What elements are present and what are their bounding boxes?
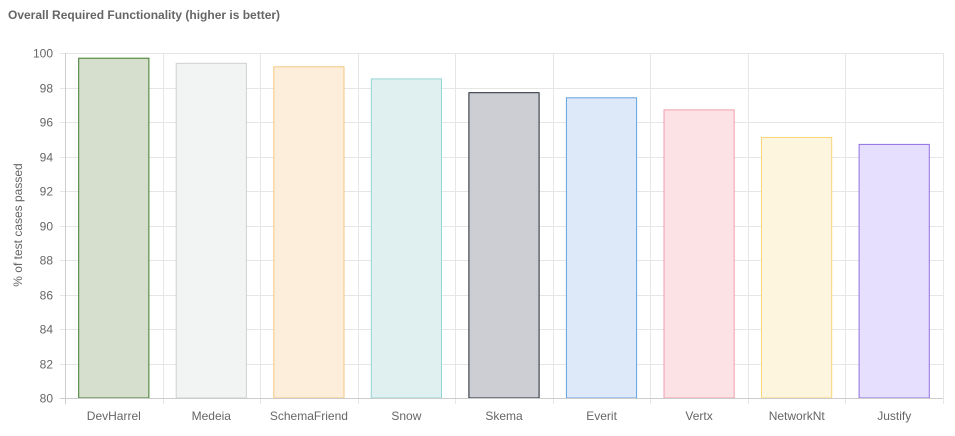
bar-justify: [858, 143, 930, 399]
x-tick-label: Medeia: [192, 409, 232, 423]
x-tick-label: Skema: [485, 409, 523, 423]
bar-snow: [370, 78, 442, 399]
y-tick-label: 84: [40, 323, 54, 337]
x-tick-label: Justify: [877, 409, 911, 423]
bar-devharrel: [78, 57, 150, 399]
y-tick-label: 90: [40, 220, 54, 234]
y-tick-label: 100: [33, 47, 53, 61]
x-tick-label: SchemaFriend: [270, 409, 348, 423]
y-tick-label: 94: [40, 151, 54, 165]
y-tick-label: 88: [40, 254, 54, 268]
bar-medeia: [175, 62, 247, 399]
y-tick-label: 92: [40, 185, 54, 199]
x-tick-label: NetworkNt: [769, 409, 826, 423]
bar-schemafriend: [273, 66, 345, 399]
x-tick-label: Everit: [586, 409, 617, 423]
bar-skema: [468, 92, 540, 399]
y-tick-label: 86: [40, 289, 54, 303]
bar-vertx: [663, 109, 735, 399]
x-tick-label: Vertx: [685, 409, 712, 423]
x-tick-label: Snow: [391, 409, 421, 423]
axes: [60, 53, 943, 404]
bar-everit: [565, 97, 638, 399]
x-tick-label: DevHarrel: [87, 409, 141, 423]
bar-networknt: [761, 137, 833, 399]
y-tick-labels: 80 82 84 86 88 90 92 94 96 98 100: [33, 47, 53, 406]
y-axis-title: % of test cases passed: [11, 163, 25, 286]
y-tick-label: 82: [40, 358, 54, 372]
y-tick-label: 96: [40, 116, 54, 130]
chart-title: Overall Required Functionality (higher i…: [8, 8, 281, 22]
bars: [78, 57, 930, 399]
y-tick-label: 98: [40, 82, 54, 96]
y-tick-label: 80: [40, 392, 54, 406]
x-tick-labels: DevHarrel Medeia SchemaFriend Snow Skema Ever…: [87, 409, 911, 423]
